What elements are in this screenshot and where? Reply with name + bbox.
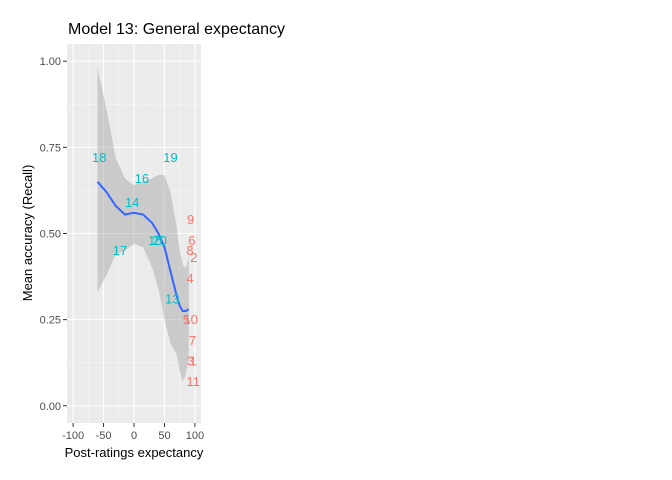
y-tick-label: 0.25 [40,315,61,327]
point-label: 11 [186,374,200,389]
point-label: 3 [187,353,194,368]
x-tick-label: -50 [96,430,112,442]
y-tick-label: 0.50 [40,229,61,241]
point-label: 10 [183,312,197,327]
point-label: 4 [186,271,193,286]
point-label: 16 [135,171,149,186]
point-label: 19 [163,150,177,165]
x-axis-ticks: -100 -50 0 50 100 [62,423,204,442]
point-label: 17 [113,243,127,258]
point-label: 7 [189,333,196,348]
point-label: 15 [148,233,162,248]
point-label: 20 [152,233,166,248]
chart-title: Model 13: General expectancy [68,21,285,38]
point-label: 1 [189,353,196,368]
x-axis-title: Post-ratings expectancy [65,445,204,460]
confidence-ribbon [97,68,189,382]
point-label: 13 [165,291,179,306]
point-label: 9 [187,212,194,227]
x-tick-label: 100 [186,430,204,442]
grid-major [67,44,201,423]
x-tick-label: -100 [62,430,84,442]
point-label: 18 [92,150,106,165]
y-tick-label: 1.00 [40,56,61,68]
point-label: 8 [186,243,193,258]
smooth-line [96,181,190,312]
point-label: 5 [183,312,190,327]
point-label: 2 [190,250,197,265]
point-label: 6 [188,233,195,248]
y-tick-label: 0.00 [40,401,61,413]
y-tick-label: 0.75 [40,142,61,154]
point-label: 14 [125,195,139,210]
y-axis-ticks: 0.00 0.25 0.50 0.75 1.00 [40,56,67,413]
y-axis-title: Mean accuracy (Recall) [20,165,35,302]
x-tick-label: 50 [158,430,170,442]
x-tick-label: 0 [131,430,137,442]
